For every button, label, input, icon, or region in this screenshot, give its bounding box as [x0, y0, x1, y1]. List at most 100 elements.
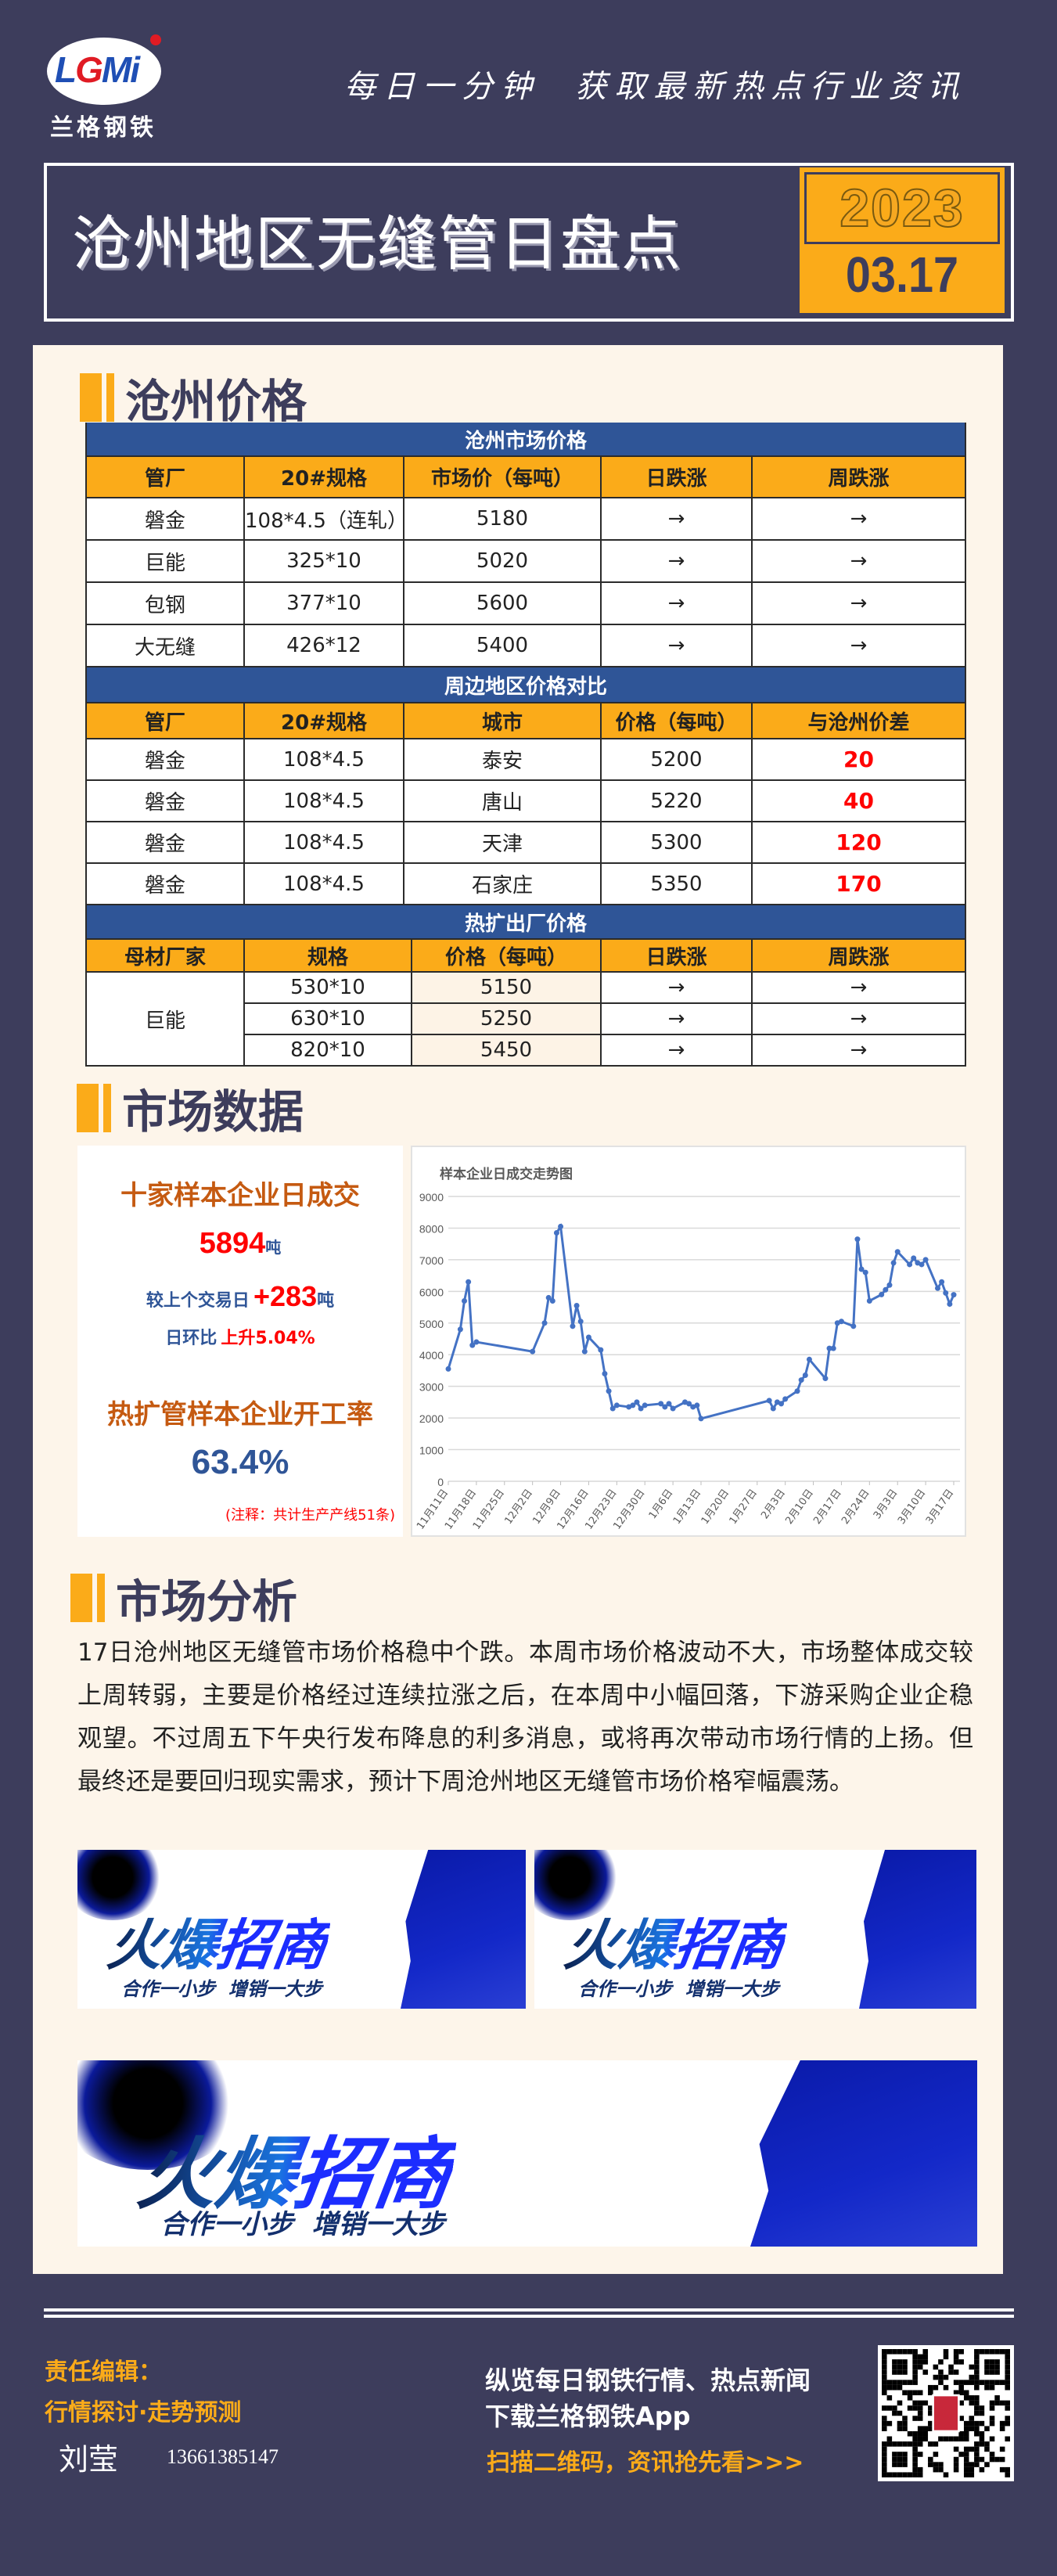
data-point — [634, 1399, 640, 1405]
table-cell: 磐金 — [87, 739, 245, 781]
data-point — [890, 1260, 897, 1266]
logo-ring-icon — [47, 38, 161, 105]
data-point — [530, 1348, 536, 1355]
y-tick-label: 8000 — [419, 1222, 444, 1235]
editor-tagline: 行情探讨·走势预测 — [45, 2399, 242, 2427]
table-cell: 377*10 — [245, 583, 404, 625]
ad-banner-1[interactable]: 火爆招商 合作一小步 增销一大步 — [77, 1850, 526, 2009]
table-cell: 108*4.5 — [245, 739, 404, 781]
unit-label: 吨 — [265, 1238, 282, 1257]
data-point — [466, 1279, 472, 1285]
data-point — [947, 1301, 953, 1308]
x-tick-label: 1月27日 — [728, 1488, 760, 1527]
data-point — [802, 1373, 808, 1379]
data-point — [558, 1223, 564, 1229]
data-point — [806, 1356, 812, 1362]
daily-volume-title: 十家样本企业日成交 — [120, 1180, 360, 1211]
logo: LGMi 兰格钢铁 — [41, 34, 166, 142]
ad-banner-3[interactable]: 火爆招商 合作一小步 增销一大步 — [77, 2060, 977, 2247]
qr-code-icon[interactable] — [878, 2345, 1014, 2481]
data-point — [778, 1401, 785, 1407]
data-point — [907, 1261, 913, 1268]
column-header: 价格（每吨） — [602, 703, 753, 739]
column-header: 价格（每吨） — [412, 940, 602, 973]
data-point — [822, 1376, 829, 1382]
heading-bar-icon — [77, 1084, 99, 1132]
y-tick-label: 9000 — [419, 1191, 444, 1203]
table-cell: 325*10 — [245, 541, 404, 583]
column-header: 规格 — [245, 940, 412, 973]
table-cell: 108*4.5（连轧） — [245, 498, 408, 541]
table-cell: 大无缝 — [87, 625, 245, 667]
data-point — [770, 1405, 776, 1412]
y-tick-label: 3000 — [419, 1381, 444, 1394]
column-header: 母材厂家 — [87, 940, 245, 973]
heading-bar-icon — [106, 373, 114, 422]
heading-bar-icon — [70, 1574, 92, 1622]
section-title: 沧州价格 — [125, 375, 307, 428]
table-cell: 包钢 — [87, 583, 245, 625]
y-tick-label: 7000 — [419, 1254, 444, 1267]
table-title: 周边地区价格对比 — [87, 667, 965, 703]
data-point — [549, 1297, 555, 1304]
price-tables: 沧州市场价格 管厂 20#规格 市场价（每吨） 日跌涨 周跌涨 磐金 108*4.5（连轧） 5… — [85, 423, 966, 1067]
x-tick-label: 12月2日 — [503, 1488, 535, 1527]
ad-banner-2[interactable]: 火爆招商 合作一小步 增销一大步 — [534, 1850, 976, 2009]
series-line — [447, 1223, 955, 1420]
section-heading-market-data: 市场数据 — [77, 1075, 304, 1141]
table-row: 磐金 108*4.5 唐山 5220 40 — [87, 781, 965, 822]
vs-prev-label: 较上个交易日 — [146, 1291, 250, 1311]
data-point — [798, 1377, 804, 1383]
y-tick-label: 0 — [437, 1476, 444, 1488]
table-cell: 5400 — [404, 625, 602, 667]
data-point — [698, 1416, 704, 1422]
data-point — [473, 1339, 480, 1345]
table-cell: → — [602, 541, 753, 583]
data-point — [662, 1404, 668, 1410]
column-header: 日跌涨 — [602, 940, 753, 973]
data-point — [642, 1402, 648, 1409]
utilization-note: (注释：共计生产产线51条) — [225, 1507, 395, 1524]
table-cell: 磐金 — [87, 781, 245, 822]
banner-subtitle: 合作一小步 增销一大步 — [578, 1978, 779, 2000]
section-heading-analysis: 市场分析 — [70, 1565, 297, 1631]
table-row: 巨能 325*10 5020 → → — [87, 541, 965, 583]
table-row: 磐金 108*4.5 泰安 5200 20 — [87, 739, 965, 781]
volume-line-chart: 样本企业日成交走势图 0 1000 2000 3000 4000 5000 6000 7000… — [415, 1166, 960, 1532]
column-header: 20#规格 — [245, 703, 404, 739]
column-header: 管厂 — [87, 457, 245, 498]
table-row: 磐金 108*4.5 石家庄 5350 170 — [87, 864, 965, 905]
promo-cta[interactable]: 扫描二维码，资讯抢先看>>> — [487, 2449, 804, 2477]
table-cell: 120 — [753, 822, 965, 864]
table-title: 热扩出厂价格 — [87, 905, 965, 940]
table-cell: 5250 — [412, 1004, 602, 1035]
data-point — [602, 1370, 608, 1376]
column-header: 管厂 — [87, 703, 245, 739]
logo-dot-icon — [150, 34, 161, 45]
banner-title: 火爆招商 — [103, 1901, 333, 1981]
table-header-row: 管厂 20#规格 城市 价格（每吨） 与沧州价差 — [87, 703, 965, 739]
table-cell: 唐山 — [404, 781, 602, 822]
banner-subtitle: 合作一小步 增销一大步 — [121, 1978, 322, 2000]
table-cell: 巨能 — [87, 541, 245, 583]
data-point — [694, 1402, 700, 1409]
x-tick-label: 3月10日 — [896, 1488, 928, 1527]
data-point — [939, 1279, 945, 1285]
table-cell: 5020 — [404, 541, 602, 583]
qr-code-pattern — [882, 2349, 1010, 2477]
data-point — [658, 1401, 664, 1407]
table-cell: 磐金 — [87, 864, 245, 905]
table-cell: → — [602, 498, 753, 541]
table-row: 磐金 108*4.5（连轧） 5180 → → — [87, 498, 965, 541]
data-point — [838, 1319, 844, 1325]
heading-bar-icon — [97, 1574, 105, 1622]
table-cell: 5220 — [602, 781, 753, 822]
table-row: 磐金 108*4.5 天津 5300 120 — [87, 822, 965, 864]
table-cell: 5200 — [602, 739, 753, 781]
data-point — [766, 1398, 772, 1404]
data-point — [573, 1303, 580, 1309]
data-point — [850, 1323, 857, 1329]
editor-name: 刘莹 — [59, 2442, 119, 2477]
daily-volume-value: 5894 — [199, 1227, 266, 1260]
data-point — [630, 1402, 636, 1409]
